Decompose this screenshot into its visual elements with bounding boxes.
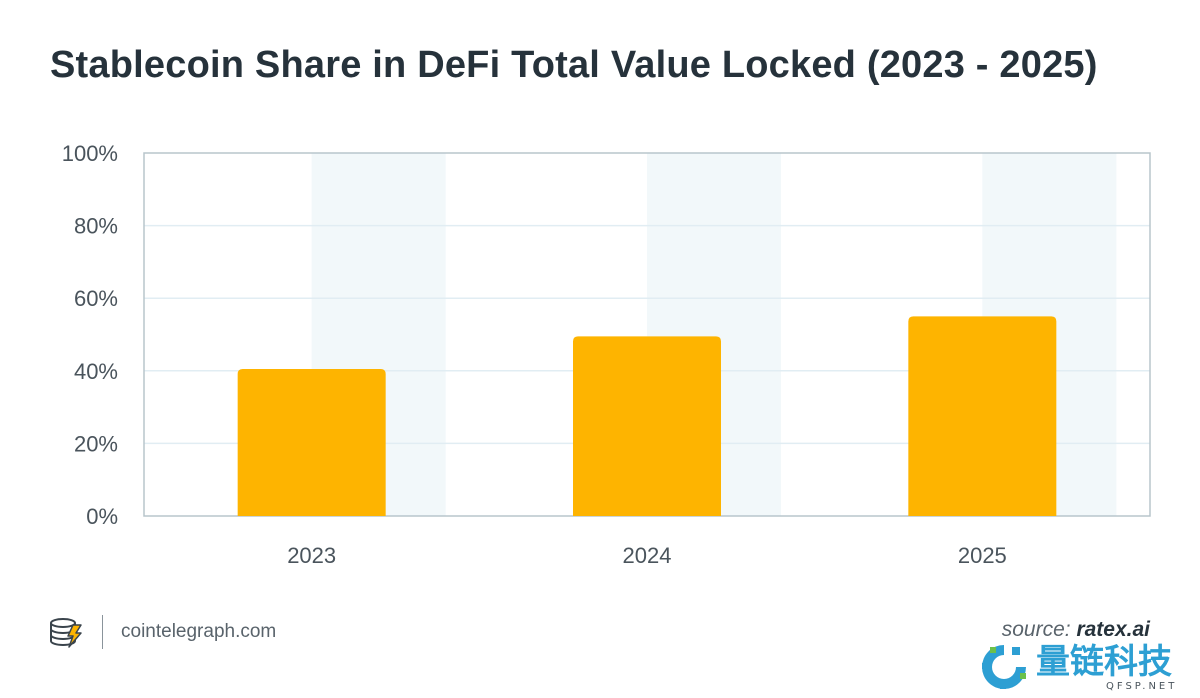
watermark-text-cn: 量链科技 [1036, 641, 1172, 682]
y-tick-label: 40% [74, 359, 118, 384]
x-tick-label: 2024 [623, 543, 672, 568]
y-tick-label: 20% [74, 431, 118, 456]
x-tick-labels: 2023 2024 2025 [287, 543, 1007, 568]
source-prefix: source: [1001, 618, 1077, 641]
y-tick-label: 0% [86, 504, 118, 529]
y-tick-label: 100% [62, 141, 118, 166]
watermark-text: 量链科技 QFSP.NET [1036, 643, 1177, 692]
bar-2024 [573, 336, 721, 516]
x-tick-label: 2023 [287, 543, 336, 568]
brand-divider [102, 615, 103, 649]
bars [237, 316, 1057, 516]
source-name: ratex.ai [1076, 618, 1150, 641]
y-tick-labels: 0% 20% 40% 60% 80% 100% [62, 141, 118, 529]
bar-2025 [908, 316, 1057, 516]
y-tick-label: 60% [74, 286, 118, 311]
chart-title: Stablecoin Share in DeFi Total Value Loc… [50, 44, 1098, 86]
watermark: 量链科技 QFSP.NET [976, 636, 1200, 698]
x-tick-label: 2025 [958, 543, 1007, 568]
watermark-text-en: QFSP.NET [1106, 680, 1178, 692]
qfsp-logo-icon [982, 645, 1026, 689]
source-note: source: ratex.ai [1002, 618, 1150, 642]
y-tick-label: 80% [74, 214, 118, 239]
cointelegraph-logo-icon [50, 618, 82, 648]
bar-2023 [237, 368, 386, 516]
brand-footer: cointelegraph.com [48, 614, 276, 650]
brand-text: cointelegraph.com [121, 621, 277, 642]
